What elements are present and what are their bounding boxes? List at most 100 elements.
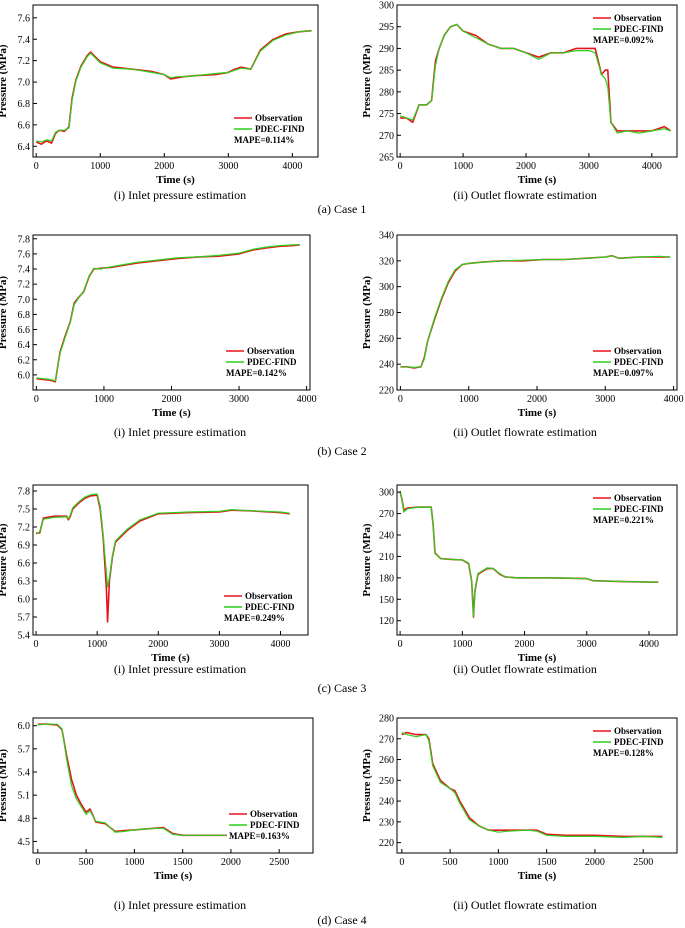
y-tick-label: 6.6 [18, 325, 31, 336]
y-tick-label: 270 [379, 131, 394, 142]
y-tick-label: 230 [379, 817, 394, 828]
y-tick-label: 7.2 [18, 56, 31, 67]
x-tick-label: 1000 [452, 639, 472, 650]
y-tick-label: 300 [379, 282, 394, 293]
chart-case4-inlet: 0 500 1000 1500 2000 2500 4.5 4.8 5.1 5.4 5.7 6.0 Ti… [0, 717, 314, 882]
series-line-pdec-find [36, 244, 300, 382]
y-axis-title: Pressure (MPa) [0, 276, 9, 350]
y-tick-label: 240 [379, 360, 394, 371]
x-tick-label: 2000 [148, 639, 168, 650]
y-tick-label: 6.0 [18, 370, 31, 381]
caption-case1-outlet: (ii) Outlet flowrate estimation [453, 188, 597, 202]
legend-label: Observation [614, 346, 662, 356]
x-tick-label: 500 [79, 857, 94, 868]
series-line-pdec-find [37, 723, 299, 836]
x-tick-label: 2000 [585, 857, 605, 868]
legend-background [224, 344, 304, 378]
legend-background [591, 491, 671, 525]
y-tick-label: 270 [379, 509, 394, 520]
mape-label: MAPE=0.128% [593, 748, 654, 758]
legend-label: PDEC-FIND [247, 357, 297, 367]
y-tick-label: 7.8 [18, 234, 31, 245]
y-tick-label: 295 [379, 22, 394, 33]
y-tick-label: 150 [379, 595, 394, 606]
y-tick-label: 6.4 [18, 142, 31, 153]
plot-frame [396, 4, 678, 158]
y-tick-label: 6.3 [18, 577, 31, 588]
y-axis-title: Pressure (MPa) [0, 749, 9, 823]
y-tick-label: 270 [379, 734, 394, 745]
x-tick-label: 1000 [459, 394, 479, 405]
legend-background [591, 344, 671, 378]
x-axis-title: Time (s) [151, 652, 190, 664]
y-tick-label: 7.2 [18, 523, 31, 534]
x-tick-label: 1000 [488, 857, 508, 868]
mape-label: MAPE=0.097% [593, 368, 654, 378]
x-tick-label: 0 [34, 394, 39, 405]
legend-background [232, 111, 312, 145]
caption-case4-inlet: (i) Inlet pressure estimation [114, 898, 246, 912]
x-tick-label: 3000 [579, 161, 599, 172]
series-line-pdec-find [399, 490, 659, 618]
legend-label: Observation [245, 591, 293, 601]
series-line-pdec-find [399, 23, 671, 134]
x-tick-label: 2000 [516, 161, 536, 172]
y-tick-label: 7.2 [18, 280, 31, 291]
y-tick-label: 6.8 [18, 99, 31, 110]
x-axis-title: Time (s) [518, 407, 557, 419]
x-tick-label: 4000 [664, 394, 684, 405]
chart-case3-inlet: 0 1000 2000 3000 4000 5.4 5.7 6.0 6.3 6.6 6.9 7.2 7.… [0, 484, 309, 664]
y-tick-label: 120 [379, 616, 394, 627]
y-tick-label: 300 [379, 488, 394, 499]
x-tick-label: 4000 [639, 639, 659, 650]
x-tick-label: 1000 [87, 639, 107, 650]
y-tick-label: 6.0 [18, 595, 31, 606]
x-tick-label: 3000 [577, 639, 597, 650]
y-tick-label: 7.6 [18, 249, 31, 260]
caption-case3: (c) Case 3 [318, 681, 367, 695]
x-tick-label: 4000 [297, 394, 317, 405]
charts-layer: 0 1000 2000 3000 40006.46.66.87.07.27.47.6Ti… [0, 1, 684, 883]
caption-case1-inlet: (i) Inlet pressure estimation [114, 188, 246, 202]
y-tick-label: 7.0 [18, 78, 31, 89]
y-tick-label: 5.4 [18, 631, 31, 642]
caption-case2: (b) Case 2 [317, 444, 366, 458]
x-tick-label: 2000 [154, 161, 174, 172]
mape-label: MAPE=0.092% [593, 35, 654, 45]
plot-frame [32, 484, 309, 636]
y-tick-label: 210 [379, 552, 394, 563]
y-tick-label: 6.6 [18, 559, 31, 570]
y-axis-title: Pressure (MPa) [361, 749, 373, 823]
y-tick-label: 180 [379, 573, 394, 584]
legend-label: Observation [247, 346, 295, 356]
y-tick-label: 6.0 [18, 721, 31, 732]
legend-label: Observation [614, 726, 662, 736]
series-line-pdec-find [401, 731, 663, 839]
x-axis-title: Time (s) [518, 870, 557, 882]
y-tick-label: 260 [379, 755, 394, 766]
x-tick-label: 2500 [633, 857, 653, 868]
y-tick-label: 220 [379, 386, 394, 397]
x-axis-title: Time (s) [154, 870, 193, 882]
x-tick-label: 0 [35, 857, 40, 868]
caption-case2-outlet: (ii) Outlet flowrate estimation [453, 425, 597, 439]
y-tick-label: 320 [379, 256, 394, 267]
plot-frame [396, 717, 678, 854]
y-axis-title: Pressure (MPa) [361, 44, 373, 118]
legend-label: PDEC-FIND [614, 24, 664, 34]
x-tick-label: 2000 [162, 394, 182, 405]
legend-label: Observation [614, 13, 662, 23]
y-tick-label: 7.8 [18, 487, 31, 498]
y-tick-label: 6.4 [18, 340, 31, 351]
x-tick-label: 0 [399, 857, 404, 868]
x-tick-label: 2000 [221, 857, 241, 868]
plot-frame [32, 4, 319, 158]
y-tick-label: 265 [379, 153, 394, 164]
plot-frame [32, 717, 314, 854]
mape-label: MAPE=0.114% [234, 135, 294, 145]
